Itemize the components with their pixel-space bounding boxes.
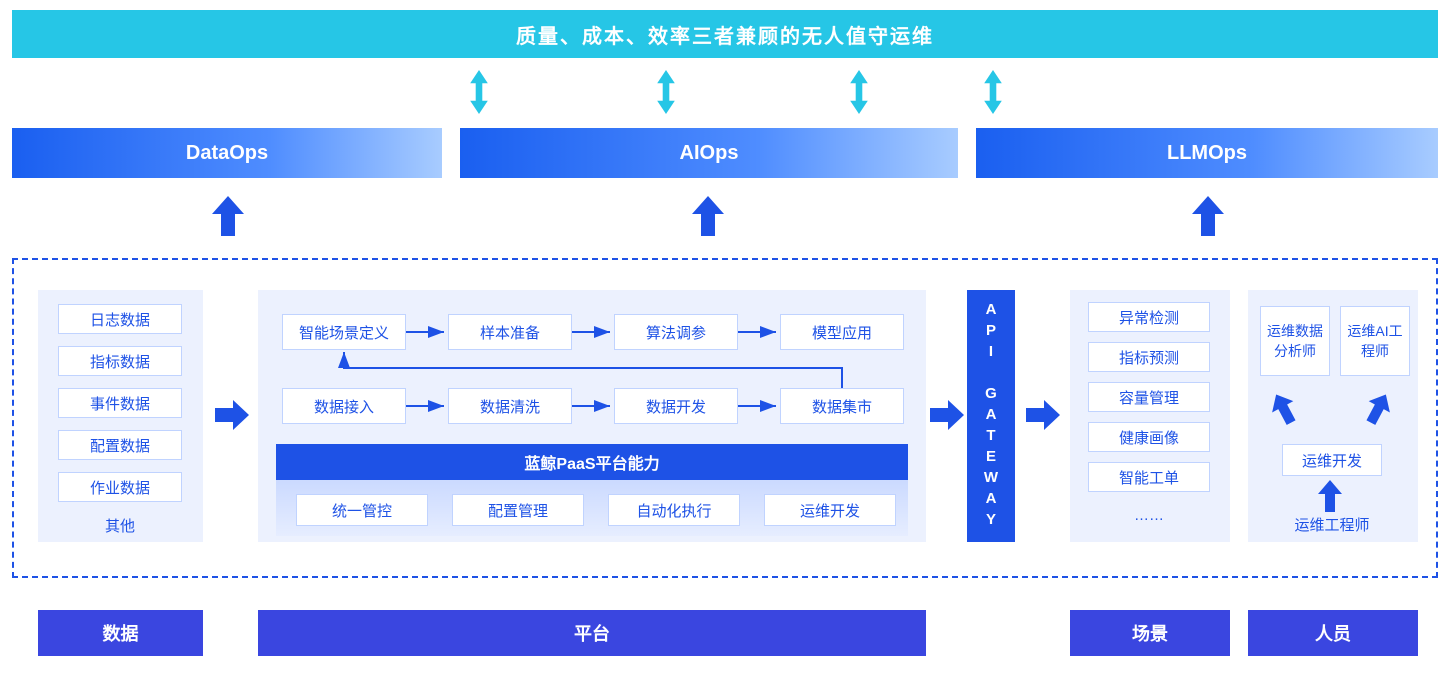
- footer-bar-data: 数据: [38, 610, 203, 656]
- paas-item-box: 自动化执行: [608, 494, 740, 526]
- data-flow-box: 数据集市: [780, 388, 904, 424]
- footer-bar-people: 人员: [1248, 610, 1418, 656]
- top-banner: 质量、成本、效率三者兼顾的无人值守运维: [12, 10, 1438, 58]
- scenario-box: 容量管理: [1088, 382, 1210, 412]
- scenario-box: 智能工单: [1088, 462, 1210, 492]
- data-source-box: 配置数据: [58, 430, 182, 460]
- paas-item-box: 统一管控: [296, 494, 428, 526]
- scenario-box: 健康画像: [1088, 422, 1210, 452]
- scenario-box: 指标预测: [1088, 342, 1210, 372]
- ops-label: LLMOps: [1167, 142, 1247, 165]
- data-source-box: 日志数据: [58, 304, 182, 334]
- double-arrow-icon: [655, 70, 677, 114]
- data-flow-box: 数据清洗: [448, 388, 572, 424]
- up-arrow-icon: [690, 196, 726, 236]
- up-arrow-icon: [1190, 196, 1226, 236]
- scene-flow-box: 样本准备: [448, 314, 572, 350]
- right-arrow-icon: [215, 400, 249, 430]
- ops-bar-llmops: LLMOps: [976, 128, 1438, 178]
- scene-flow-box: 模型应用: [780, 314, 904, 350]
- footer-bar-platform: 平台: [258, 610, 926, 656]
- paas-item-box: 配置管理: [452, 494, 584, 526]
- api-gateway-label: API GATEWAY: [967, 290, 1015, 542]
- data-source-box: 指标数据: [58, 346, 182, 376]
- double-arrow-icon: [468, 70, 490, 114]
- double-arrow-icon: [982, 70, 1004, 114]
- ops-bar-aiops: AIOps: [460, 128, 958, 178]
- scene-flow-box: 算法调参: [614, 314, 738, 350]
- scenario-box: 异常检测: [1088, 302, 1210, 332]
- data-source-box: 作业数据: [58, 472, 182, 502]
- ops-label: AIOps: [680, 142, 739, 165]
- scene-flow-box: 智能场景定义: [282, 314, 406, 350]
- right-arrow-icon: [930, 400, 964, 430]
- footer-bar-scenario: 场景: [1070, 610, 1230, 656]
- people-box: 运维AI工程师: [1340, 306, 1410, 376]
- ops-label: DataOps: [186, 142, 268, 165]
- right-arrow-icon: [1026, 400, 1060, 430]
- up-arrow-icon: [1316, 480, 1344, 522]
- up-arrow-icon: [210, 196, 246, 236]
- people-box: 运维数据分析师: [1260, 306, 1330, 376]
- data-flow-box: 数据开发: [614, 388, 738, 424]
- scenario-box: ……: [1088, 500, 1210, 530]
- ops-bar-dataops: DataOps: [12, 128, 442, 178]
- paas-panel-header: 蓝鲸PaaS平台能力: [276, 444, 908, 480]
- data-source-box: 其他: [58, 510, 182, 540]
- double-arrow-icon: [848, 70, 870, 114]
- data-source-box: 事件数据: [58, 388, 182, 418]
- people-box: 运维开发: [1282, 444, 1382, 476]
- data-flow-box: 数据接入: [282, 388, 406, 424]
- paas-item-box: 运维开发: [764, 494, 896, 526]
- banner-title: 质量、成本、效率三者兼顾的无人值守运维: [516, 20, 934, 49]
